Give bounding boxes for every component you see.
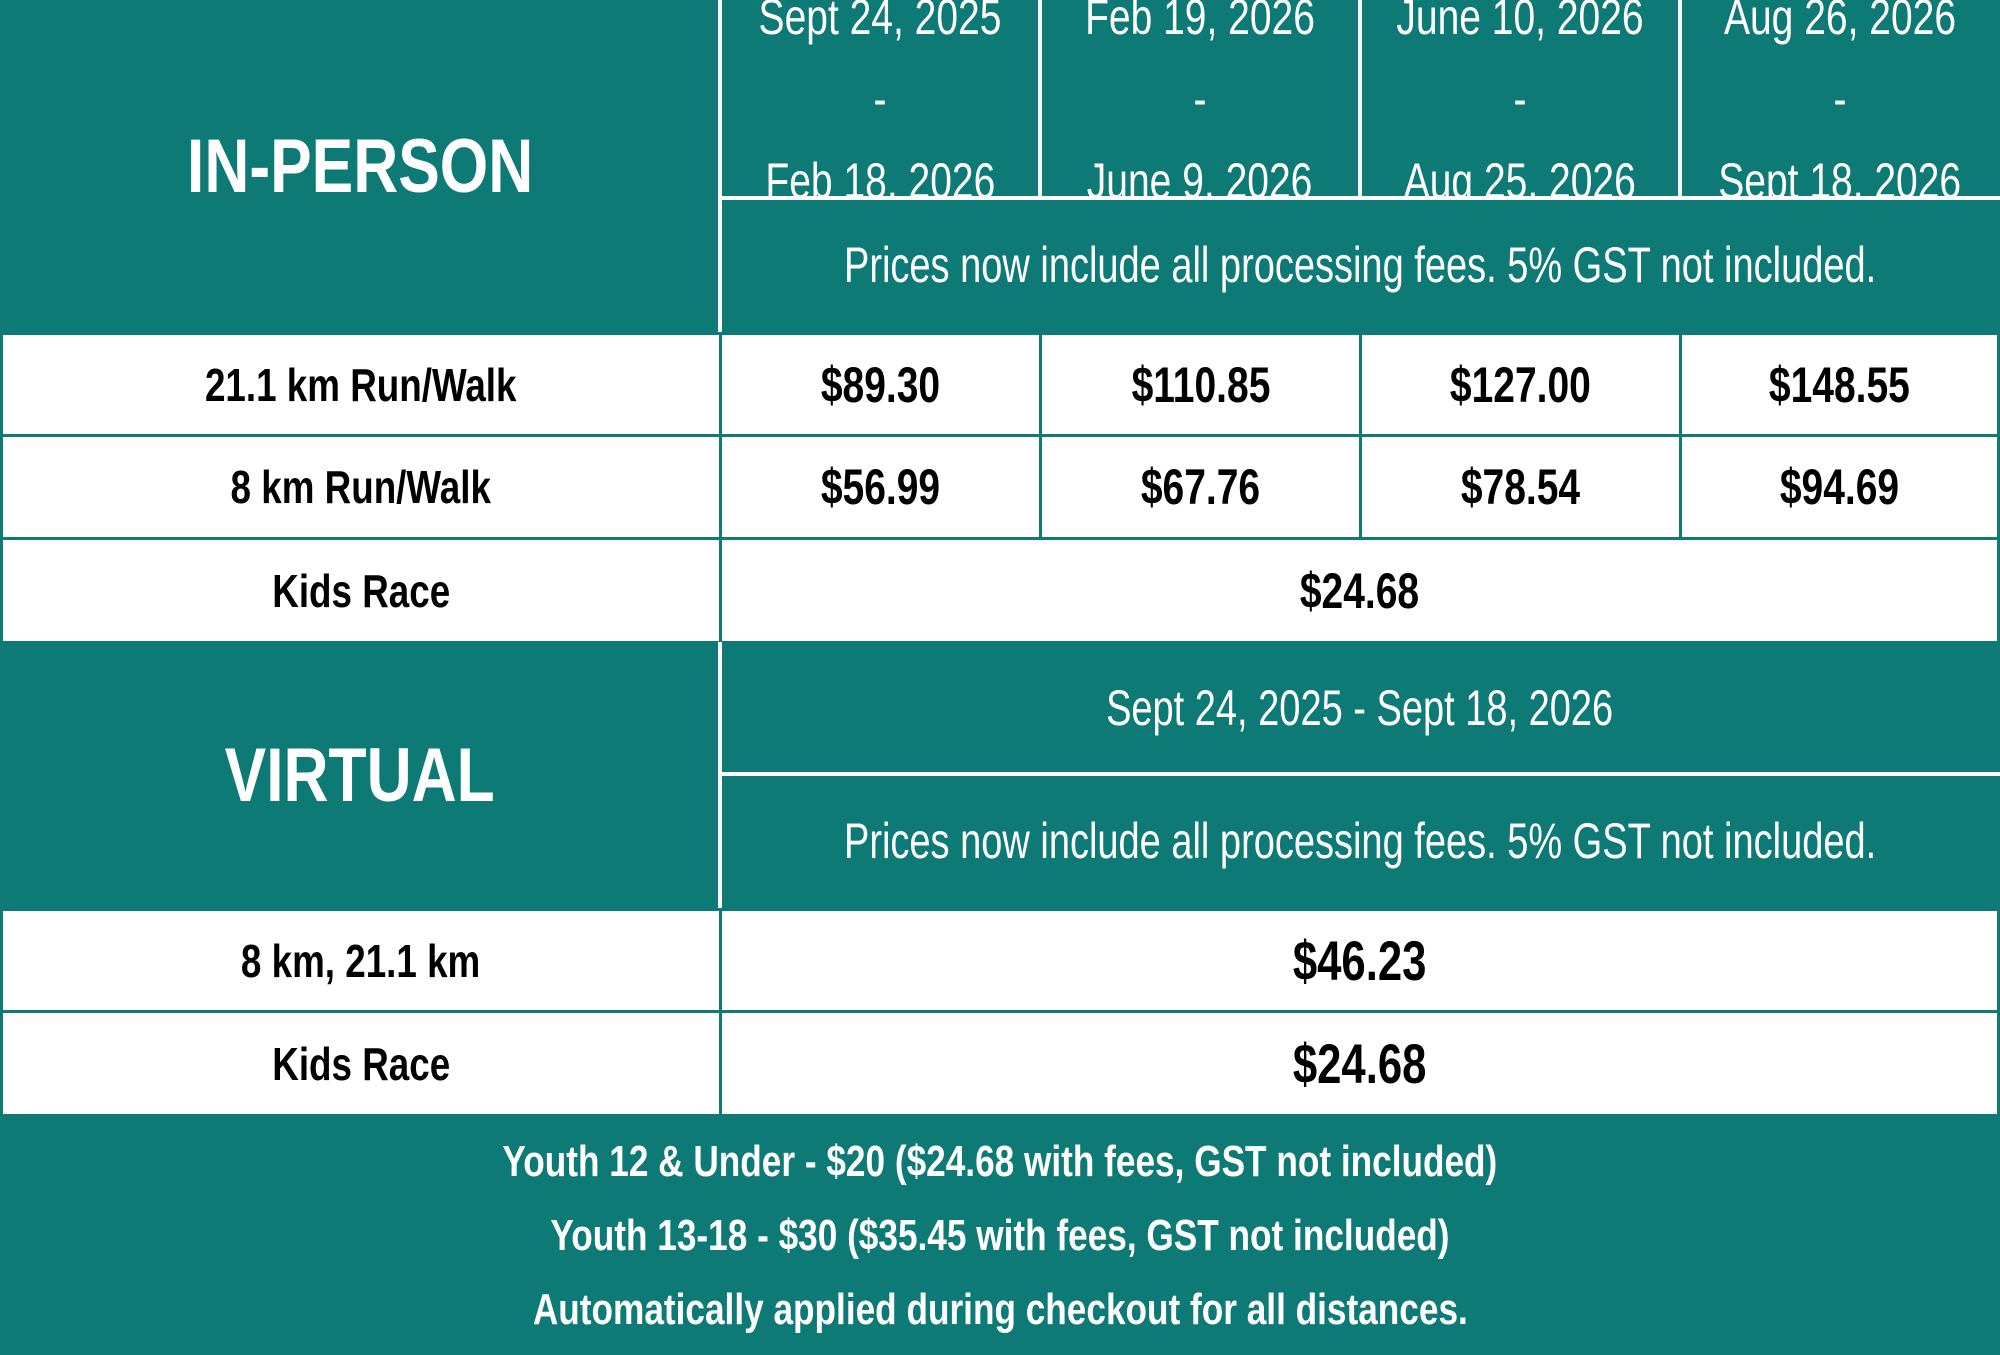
- header-divider: [720, 772, 2000, 776]
- virtual-row-distances-label-cell: 8 km, 21.1 km: [0, 908, 722, 1013]
- header-divider: [718, 0, 722, 332]
- row-21km-label-cell: 21.1 km Run/Walk: [0, 332, 722, 437]
- price-21km-period-2: $110.85: [1131, 356, 1270, 413]
- header-divider: [720, 196, 2000, 200]
- period-4-start: Aug 26, 2026 -: [1723, 0, 1957, 127]
- youth-13-18-line: Youth 13-18 - $30 ($35.45 with fees, GST…: [550, 1210, 1450, 1260]
- in-person-title-cell: IN-PERSON: [0, 0, 720, 332]
- row-kids-label-cell: Kids Race: [0, 537, 722, 644]
- virtual-note: Prices now include all processing fees. …: [843, 813, 1877, 869]
- in-person-title: IN-PERSON: [186, 123, 534, 209]
- period-header-4: Aug 26, 2026 - Sept 18, 2026: [1680, 0, 2000, 209]
- price-cell: $148.55: [1679, 332, 2000, 437]
- virtual-title: VIRTUAL: [224, 732, 496, 818]
- virtual-kids-price-cell: $24.68: [719, 1010, 2000, 1117]
- virtual-title-cell: VIRTUAL: [0, 642, 720, 908]
- virtual-period: Sept 24, 2025 - Sept 18, 2026: [1106, 680, 1614, 736]
- price-cell: $78.54: [1359, 434, 1682, 540]
- period-header-2: Feb 19, 2026 - June 9, 2026: [1040, 0, 1360, 209]
- auto-applied-line: Automatically applied during checkout fo…: [532, 1284, 1468, 1334]
- row-kids-label: Kids Race: [272, 564, 450, 617]
- price-8km-period-1: $56.99: [820, 459, 941, 515]
- price-cell: $67.76: [1039, 434, 1362, 540]
- period-header-3: June 10, 2026 - Aug 25, 2026: [1360, 0, 1680, 209]
- virtual-row-kids-label: Kids Race: [272, 1037, 450, 1090]
- header-divider: [1038, 0, 1042, 198]
- header-divider: [1358, 0, 1362, 198]
- virtual-period-cell: Sept 24, 2025 - Sept 18, 2026: [720, 642, 2000, 774]
- price-cell: $94.69: [1679, 434, 2000, 540]
- price-cell: $110.85: [1039, 332, 1362, 437]
- price-21km-period-3: $127.00: [1450, 356, 1591, 413]
- price-cell: $127.00: [1359, 332, 1682, 437]
- header-divider: [1678, 0, 1682, 198]
- in-person-note-cell: Prices now include all processing fees. …: [720, 198, 2000, 332]
- period-2-start: Feb 19, 2026 -: [1085, 0, 1315, 127]
- virtual-distances-price: $46.23: [1292, 929, 1427, 992]
- in-person-note: Prices now include all processing fees. …: [843, 237, 1877, 293]
- period-header-1: Sept 24, 2025 - Feb 18, 2026: [720, 0, 1040, 209]
- price-21km-period-1: $89.30: [820, 356, 941, 413]
- virtual-row-distances-label: 8 km, 21.1 km: [241, 934, 481, 987]
- virtual-distances-price-cell: $46.23: [719, 908, 2000, 1013]
- row-8km-label: 8 km Run/Walk: [230, 461, 492, 513]
- period-1-start: Sept 24, 2025 -: [758, 0, 1002, 127]
- price-cell: $89.30: [719, 332, 1042, 437]
- virtual-row-kids-label-cell: Kids Race: [0, 1010, 722, 1117]
- row-8km-label-cell: 8 km Run/Walk: [0, 434, 722, 540]
- youth-discount-footer: Youth 12 & Under - $20 ($24.68 with fees…: [0, 1116, 2000, 1355]
- price-8km-period-4: $94.69: [1779, 459, 1900, 515]
- kids-price-cell: $24.68: [719, 537, 2000, 644]
- price-cell: $56.99: [719, 434, 1042, 540]
- period-3-start: June 10, 2026 -: [1396, 0, 1644, 127]
- price-8km-period-2: $67.76: [1140, 459, 1261, 515]
- virtual-note-cell: Prices now include all processing fees. …: [720, 774, 2000, 908]
- kids-price: $24.68: [1299, 562, 1420, 619]
- price-8km-period-3: $78.54: [1460, 459, 1581, 515]
- price-21km-period-4: $148.55: [1769, 356, 1910, 413]
- youth-12-under-line: Youth 12 & Under - $20 ($24.68 with fees…: [502, 1136, 1498, 1186]
- row-21km-label: 21.1 km Run/Walk: [205, 358, 517, 411]
- virtual-kids-price: $24.68: [1292, 1032, 1427, 1095]
